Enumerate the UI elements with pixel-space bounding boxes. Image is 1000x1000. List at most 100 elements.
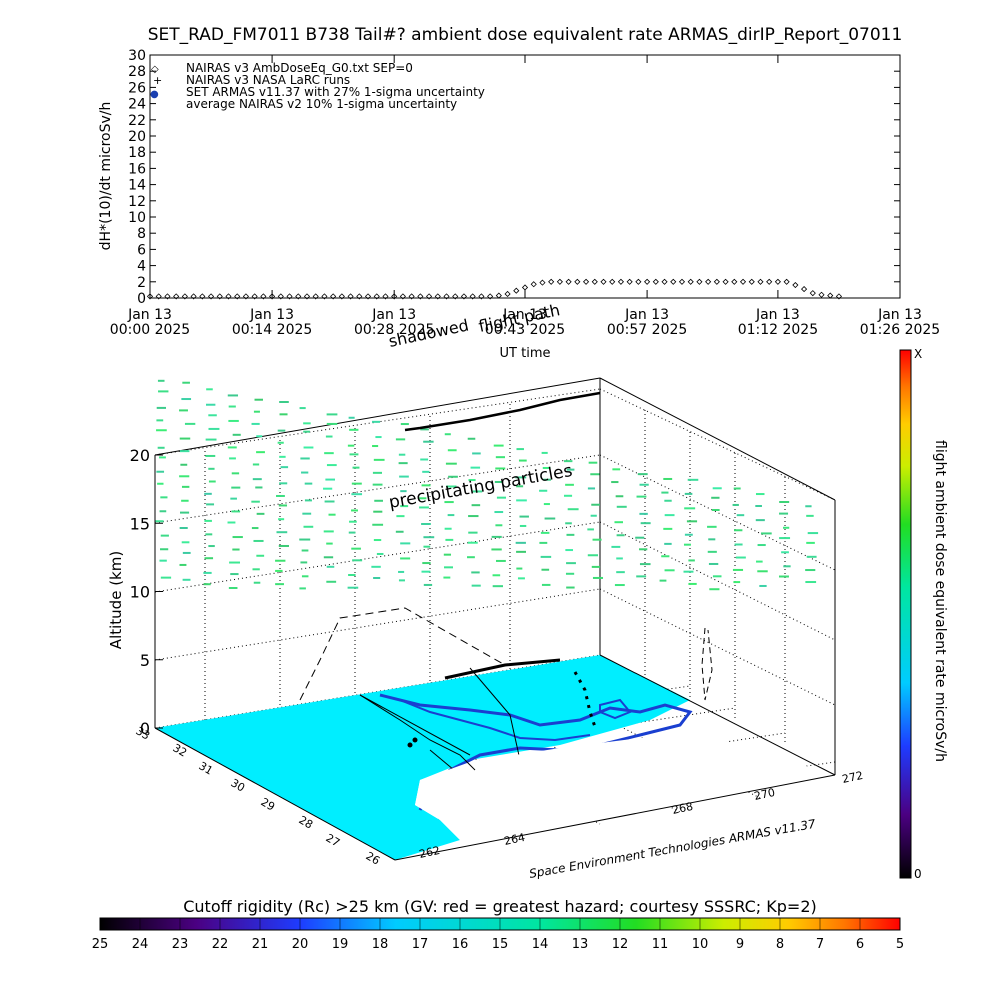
lat-tick-label: 33	[134, 724, 153, 742]
z-tick-label: 0	[140, 719, 150, 738]
cutoff-tick-label: 25	[92, 937, 109, 952]
cutoff-tick-label: 23	[172, 937, 189, 952]
flight-shadow-path	[404, 391, 601, 432]
colorbar-gradient	[899, 349, 912, 879]
x-tick-label: 00:43 2025	[485, 322, 565, 338]
data-point	[731, 278, 738, 285]
cutoff-tick-label: 14	[532, 937, 549, 952]
data-point	[347, 293, 354, 300]
data-point	[835, 293, 843, 300]
y-tick-label: 14	[128, 178, 146, 194]
y-tick-label: 12	[128, 194, 146, 210]
data-point	[207, 293, 215, 300]
x-tick-label: Jan 13	[371, 307, 416, 323]
data-point	[417, 293, 424, 300]
gulf-white	[415, 730, 835, 845]
data-point	[242, 293, 249, 300]
x-tick-label: 00:14 2025	[232, 322, 312, 338]
x-tick-label: Jan 13	[249, 307, 294, 323]
coastline-detail	[399, 698, 632, 742]
lat-tick-label: 30	[229, 776, 248, 794]
data-point	[225, 293, 232, 300]
data-point	[399, 293, 406, 300]
data-point	[460, 293, 468, 300]
data-point	[190, 293, 197, 300]
legend-symbol: ●	[150, 89, 159, 100]
altitude-dashed-path	[299, 607, 561, 701]
y-tick-label: 10	[128, 210, 146, 226]
cutoff-tick-label: 22	[212, 937, 229, 952]
data-point	[635, 278, 642, 285]
data-point	[338, 293, 345, 300]
data-point	[739, 278, 747, 285]
data-point	[277, 293, 284, 300]
data-point	[644, 278, 651, 285]
data-point	[713, 278, 720, 285]
cutoff-tick-label: 16	[452, 937, 469, 952]
legend-symbol: ◇	[151, 64, 159, 75]
cutoff-tick-label: 15	[492, 937, 509, 952]
y-tick-label: 6	[137, 242, 146, 258]
data-point	[609, 278, 616, 285]
y-tick-label: 24	[128, 97, 146, 113]
data-point	[757, 278, 764, 285]
data-point	[321, 293, 328, 300]
data-point	[234, 293, 241, 300]
x-axis-label: UT time	[500, 346, 551, 361]
track-point	[412, 737, 418, 743]
lon-tick-label: 262	[418, 844, 441, 861]
data-point	[582, 278, 590, 285]
data-point	[565, 278, 572, 285]
data-point	[548, 278, 555, 285]
altitude-axis-label: Altitude (km)	[107, 551, 125, 649]
cutoff-tick-label: 11	[652, 937, 669, 952]
cutoff-tick-label: 21	[252, 937, 269, 952]
y-axis-label: dH*(10)/dt microSv/h	[98, 102, 114, 251]
data-point	[617, 278, 624, 285]
data-point	[687, 278, 694, 285]
x-tick-label: 01:12 2025	[738, 322, 818, 338]
y-tick-label: 20	[128, 129, 146, 145]
lon-tick-label: 264	[503, 831, 526, 848]
data-point	[774, 278, 781, 285]
cutoff-tick-label: 7	[816, 937, 824, 952]
data-point	[269, 293, 276, 300]
colorbar-label: flight ambient dose equivalent rate micr…	[932, 440, 948, 762]
dose-colorbar: X 0 flight ambient dose equivalent rate …	[899, 347, 948, 881]
data-point	[722, 278, 729, 285]
lon-tick-label: 268	[671, 800, 694, 817]
data-point	[487, 293, 494, 300]
data-point	[146, 293, 154, 300]
data-point	[591, 278, 598, 285]
legend-item-nairas-v3: ◇ NAIRAS v3 AmbDoseEq_G0.txt SEP=0	[151, 61, 413, 75]
cutoff-rigidity-bar: Cutoff rigidity (Rc) >25 km (GV: red = g…	[92, 897, 904, 952]
lon-tick-label: 270	[753, 786, 776, 803]
data-point	[600, 278, 607, 285]
data-point	[661, 278, 668, 285]
data-point	[495, 292, 502, 299]
cutoff-tick-labels: 25 24 23 22 21 20 19 18 17 16 15 14 13 12 11 10 9 8 7 6 5	[92, 918, 904, 952]
data-point	[408, 293, 415, 300]
legend-item-nairas-larc: + NAIRAS v3 NASA LaRC runs	[153, 73, 350, 87]
data-point	[260, 293, 267, 300]
cutoff-tick-label: 12	[612, 937, 629, 952]
z-tick-label: 5	[140, 651, 150, 670]
data-point	[199, 293, 206, 300]
data-point	[295, 293, 302, 300]
legend: ◇ NAIRAS v3 AmbDoseEq_G0.txt SEP=0 + NAI…	[150, 61, 485, 111]
lat-tick-label: 28	[297, 813, 316, 831]
data-point	[556, 278, 563, 285]
y-tick-label: 8	[137, 226, 146, 242]
data-point	[678, 278, 686, 285]
x-tick-label: 00:00 2025	[110, 322, 190, 338]
x-tick-label: Jan 13	[127, 307, 172, 323]
data-point	[312, 293, 319, 300]
data-point	[513, 287, 520, 294]
legend-label: NAIRAS v3 AmbDoseEq_G0.txt SEP=0	[186, 61, 413, 75]
colorbar-bottom-label: 0	[914, 867, 922, 881]
data-point	[216, 293, 223, 300]
y-tick-label: 4	[137, 259, 146, 275]
y-tick-label: 16	[128, 161, 146, 177]
legend-symbol: +	[153, 74, 162, 87]
